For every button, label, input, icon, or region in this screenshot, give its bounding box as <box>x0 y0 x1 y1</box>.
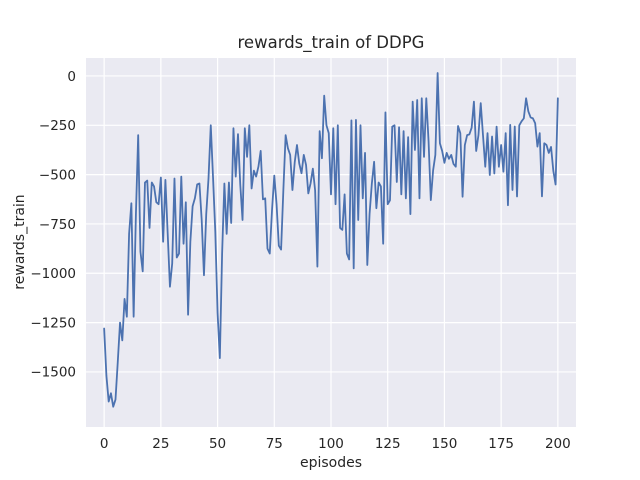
y-axis-label: rewards_train <box>12 194 28 289</box>
y-tick-label: −250 <box>39 118 76 134</box>
x-axis-label: episodes <box>300 455 362 471</box>
x-tick-label: 125 <box>375 436 401 452</box>
y-tick-label: 0 <box>67 69 76 85</box>
y-tick-label: −1500 <box>30 365 76 381</box>
x-tick-label: 0 <box>100 436 109 452</box>
x-tick-label: 75 <box>266 436 283 452</box>
x-tick-label: 150 <box>432 436 458 452</box>
y-tick-label: −500 <box>39 167 76 183</box>
y-tick-label: −1250 <box>30 315 76 331</box>
x-tick-label: 50 <box>209 436 226 452</box>
y-tick-label: −1000 <box>30 266 76 282</box>
plot-area: 0 25 50 75 100 125 150 175 200 0 −250 −500 −750 −1000… <box>30 58 576 452</box>
rewards-train-series <box>103 72 559 408</box>
x-tick-label: 100 <box>318 436 344 452</box>
x-tick-label: 25 <box>152 436 169 452</box>
x-tick-label: 175 <box>488 436 514 452</box>
y-tick-label: −750 <box>39 217 76 233</box>
chart-title: rewards_train of DDPG <box>238 33 425 53</box>
x-tick-label: 200 <box>545 436 571 452</box>
